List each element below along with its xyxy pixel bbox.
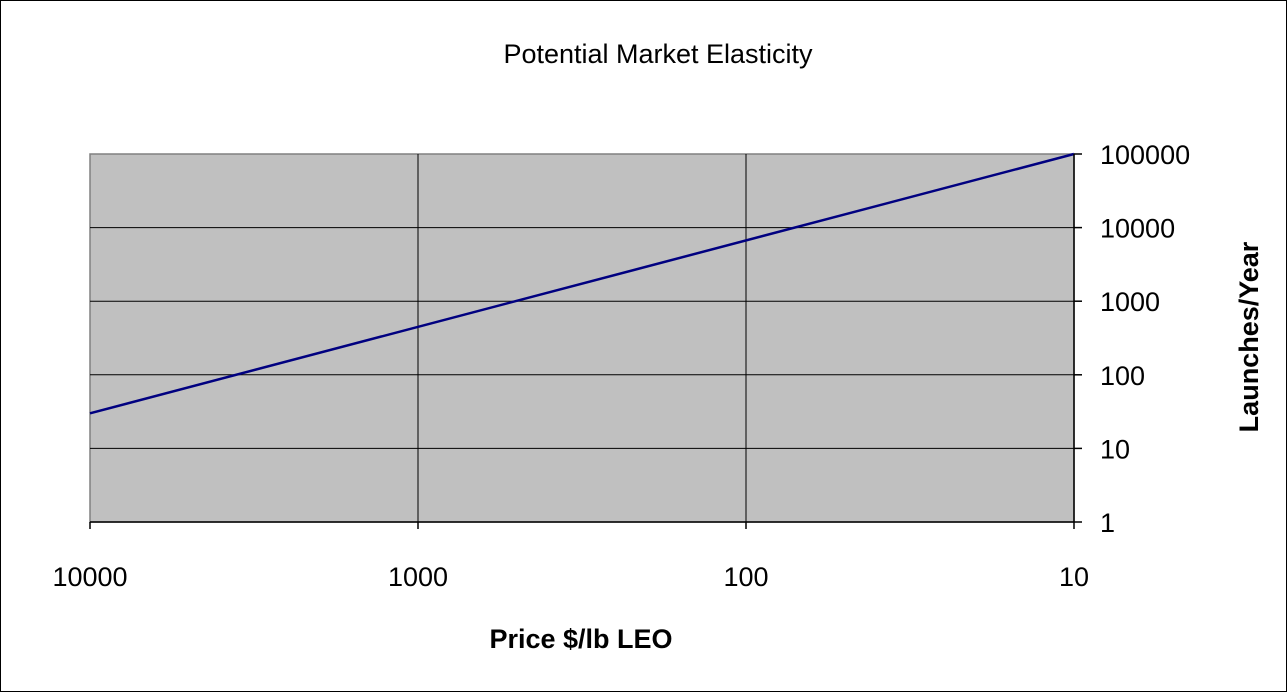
axis-ticks: 10000 1000 100 10 1 10 100 1000 10000 100000: [52, 140, 1190, 592]
y-tick-label: 10000: [1100, 214, 1175, 244]
series-line: [89, 152, 1075, 415]
y-tick-label: 1000: [1100, 287, 1160, 317]
y-tick-label: 10: [1100, 434, 1130, 464]
x-axis-label: Price $/lb LEO: [489, 624, 672, 654]
y-tick-label: 100: [1100, 361, 1145, 391]
y-tick-label: 100000: [1100, 140, 1190, 170]
x-tick-label: 10000: [52, 562, 127, 592]
chart-title: Potential Market Elasticity: [503, 39, 813, 69]
y-tick-label: 1: [1100, 508, 1115, 538]
y-axis-label: Launches/Year: [1234, 241, 1264, 432]
x-tick-label: 10: [1059, 562, 1089, 592]
x-tick-label: 100: [723, 562, 768, 592]
plot-area: [89, 152, 1075, 523]
x-tick-label: 1000: [388, 562, 448, 592]
plot-background: [89, 153, 1075, 523]
